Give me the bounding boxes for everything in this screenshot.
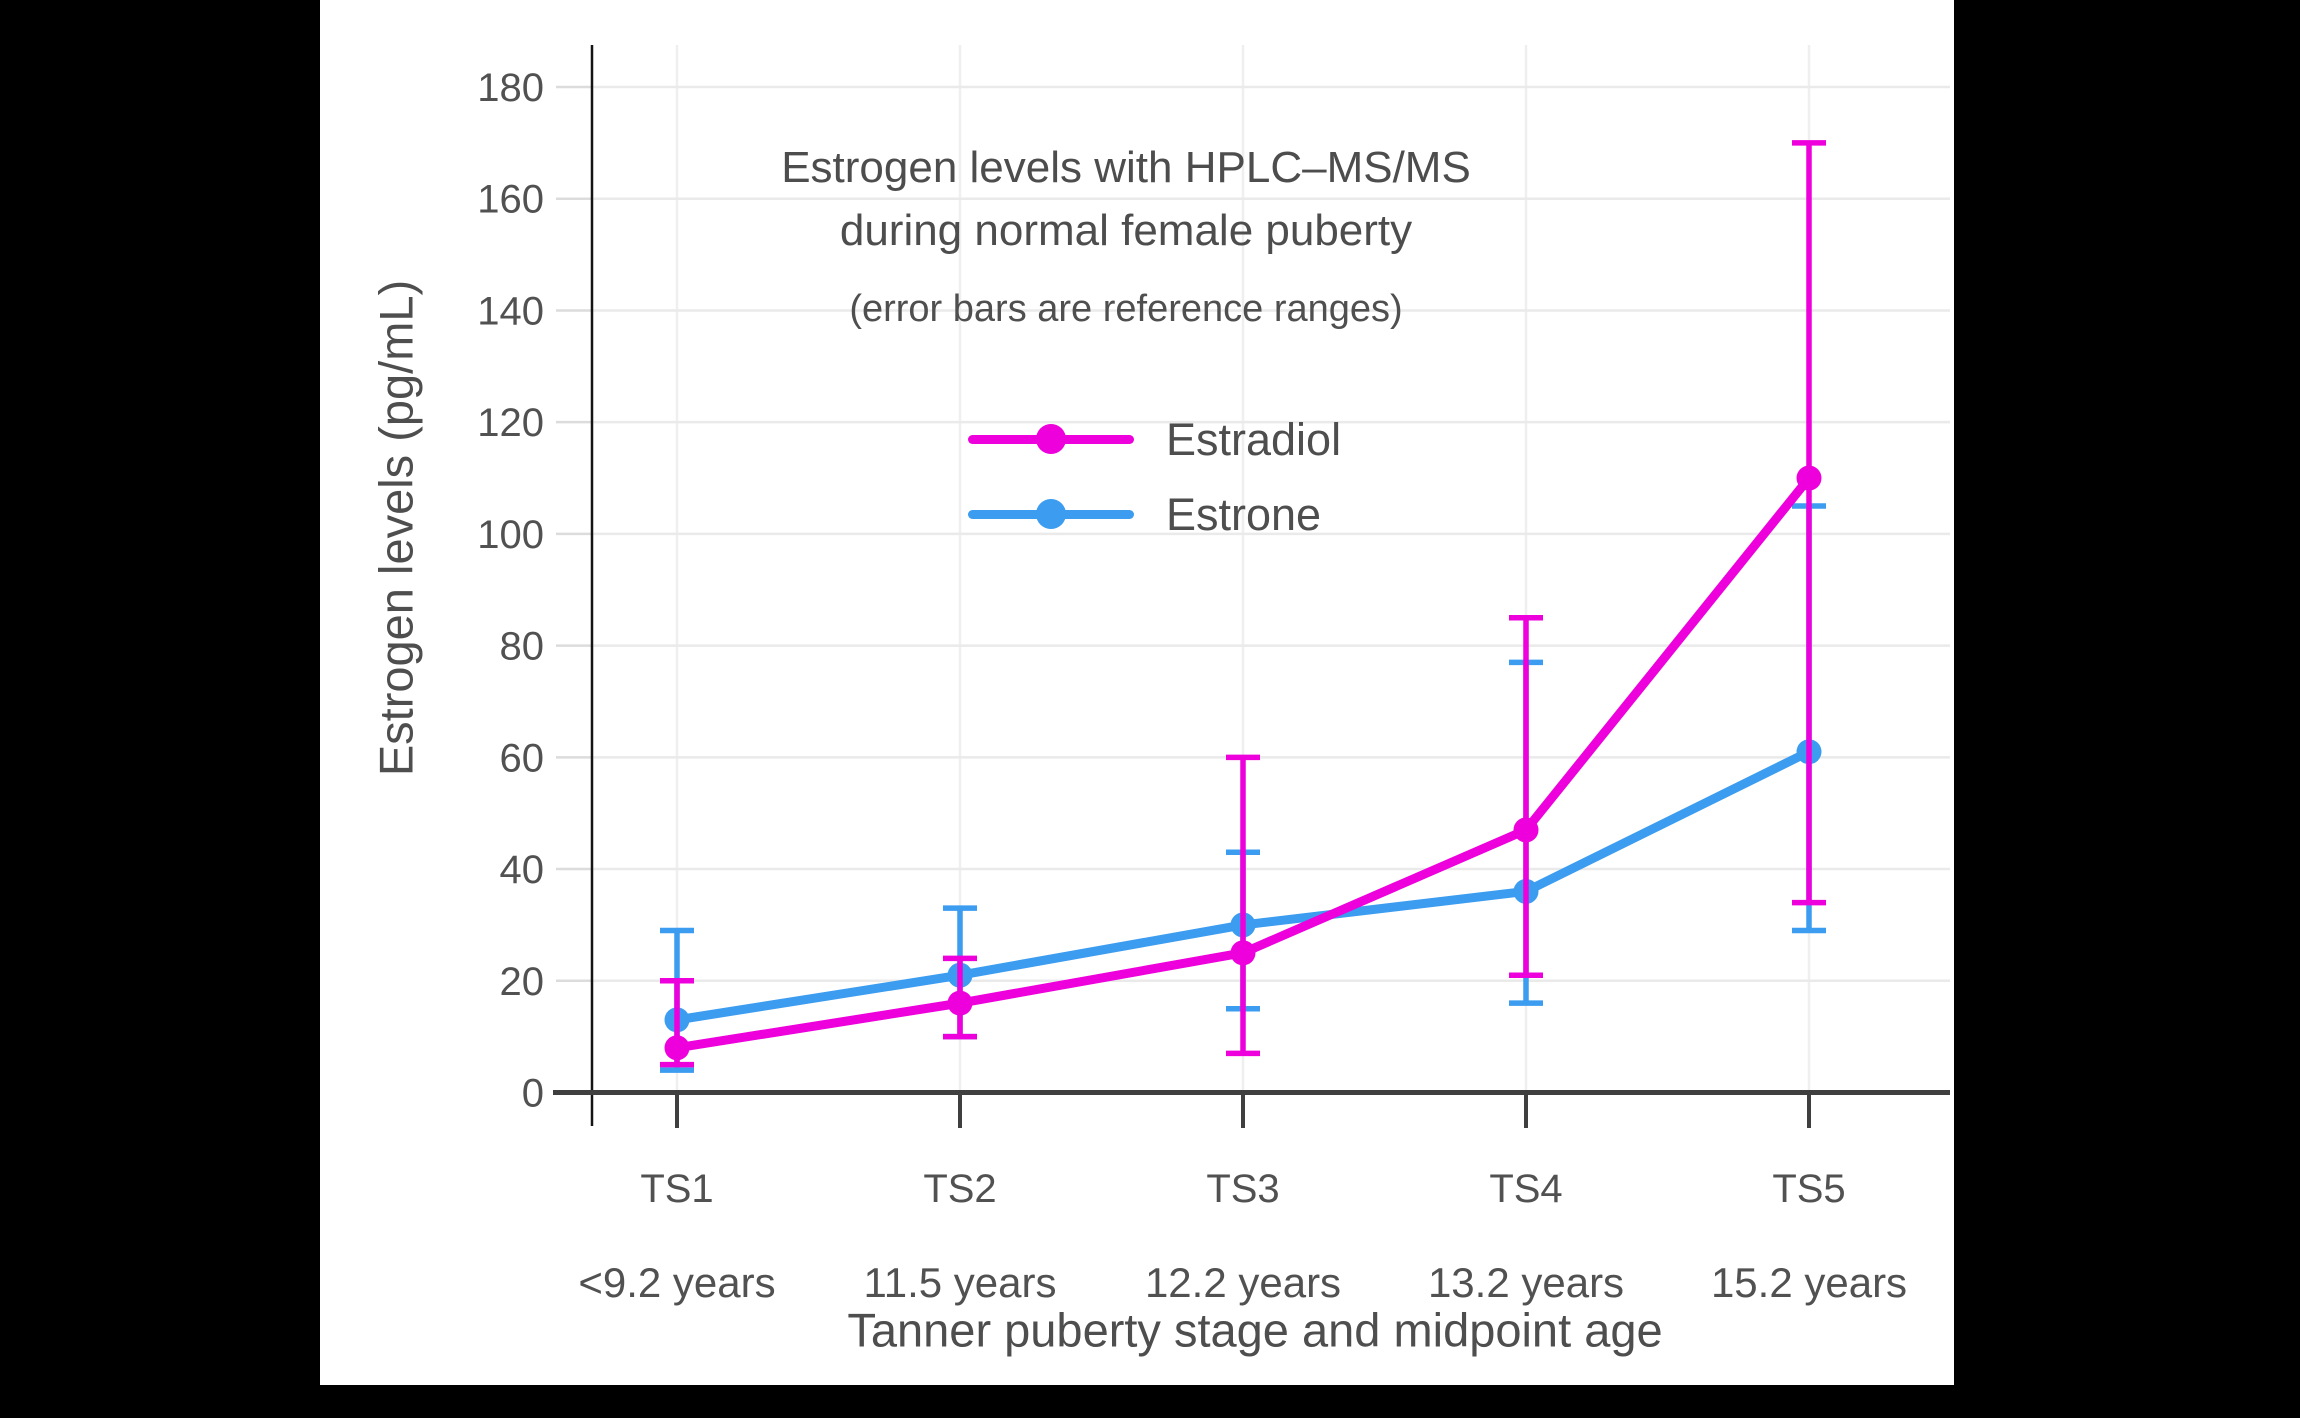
- chart-title-line2: during normal female puberty: [839, 206, 1413, 255]
- chart-title-line1: Estrogen levels with HPLC–MS/MS: [781, 143, 1471, 192]
- estrone-line-swatch: [968, 499, 1134, 529]
- y-tick-label: 140: [477, 289, 544, 333]
- y-tick-label: 60: [500, 736, 545, 780]
- y-tick-label: 40: [500, 848, 545, 892]
- estradiol-point-TS2: [947, 990, 973, 1016]
- legend-label-estrone: Estrone: [1166, 488, 1322, 540]
- legend: Estradiol Estrone: [968, 413, 1341, 540]
- y-axis-title: Estrogen levels (pg/mL): [369, 279, 423, 777]
- chart-subtitle: (error bars are reference ranges): [849, 288, 1403, 330]
- estradiol-line-swatch: [968, 424, 1134, 454]
- estradiol-dot-icon: [1036, 424, 1066, 454]
- y-tick-label: 160: [477, 178, 544, 222]
- estrone-dot-icon: [1036, 499, 1066, 529]
- x-tick-age-label: 13.2 years: [1428, 1259, 1624, 1306]
- chart-plot-area: 0 20 40 60 80 100 120 140 160 180 TS1 <9.2 years TS2…: [477, 45, 1950, 1306]
- y-tick-label: 80: [500, 625, 545, 669]
- estradiol-point-TS5: [1796, 465, 1822, 491]
- y-tick-label: 120: [477, 401, 544, 445]
- estradiol-point-TS1: [664, 1035, 690, 1061]
- x-tick-age-label: 11.5 years: [864, 1259, 1057, 1306]
- x-tick-stage-label: TS4: [1489, 1167, 1562, 1211]
- x-tick-stage-label: TS3: [1206, 1167, 1279, 1211]
- x-tick-age-label: <9.2 years: [578, 1259, 775, 1306]
- estradiol-point-TS4: [1513, 817, 1539, 843]
- x-axis-title: Tanner puberty stage and midpoint age: [847, 1303, 1663, 1357]
- y-tick-label: 100: [477, 513, 544, 557]
- y-tick-label: 0: [522, 1072, 544, 1116]
- estradiol-point-TS3: [1230, 940, 1256, 966]
- x-tick-stage-label: TS2: [923, 1167, 996, 1211]
- y-tick-label: 20: [500, 960, 545, 1004]
- chart-panel: 0 20 40 60 80 100 120 140 160 180 TS1 <9.2 years TS2…: [320, 0, 1954, 1385]
- legend-item-estradiol: Estradiol: [968, 413, 1341, 465]
- y-tick-label: 180: [477, 66, 544, 110]
- x-tick-stage-label: TS5: [1772, 1167, 1845, 1211]
- x-tick-stage-label: TS1: [640, 1167, 713, 1211]
- legend-item-estrone: Estrone: [968, 488, 1341, 540]
- legend-label-estradiol: Estradiol: [1166, 413, 1342, 465]
- x-tick-age-label: 15.2 years: [1711, 1259, 1907, 1306]
- x-tick-age-label: 12.2 years: [1145, 1259, 1341, 1306]
